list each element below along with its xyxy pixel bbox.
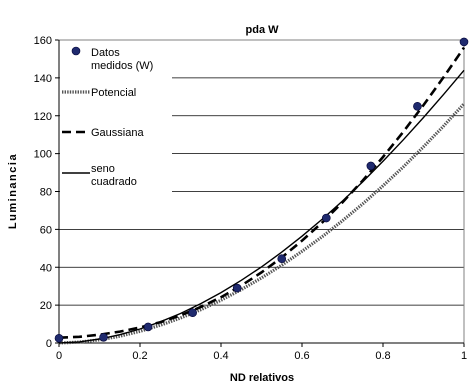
y-axis-label: Luminancia: [7, 153, 19, 229]
y-tick-label: 100: [34, 149, 52, 161]
axes: [55, 39, 465, 347]
y-tick-label: 120: [34, 111, 52, 123]
legend-label: cuadrado: [91, 176, 137, 188]
legend-label: Datos: [91, 47, 120, 59]
x-tick-label: 0: [56, 350, 62, 362]
y-tick-label: 60: [40, 224, 52, 236]
legend-label: medidos (W): [91, 60, 153, 72]
data-point: [321, 213, 331, 223]
series-layer: [54, 37, 469, 345]
y-tick-label: 0: [46, 338, 52, 350]
data-point: [99, 333, 108, 342]
legend-marker: [71, 46, 81, 56]
x-tick-label: 0.6: [294, 350, 309, 362]
data-point: [143, 322, 153, 332]
x-tick-label: 0.8: [375, 350, 390, 362]
data-point: [188, 308, 197, 318]
legend-label: Gaussiana: [91, 127, 144, 139]
y-tick-label: 80: [40, 187, 52, 199]
series-line-2: [58, 46, 466, 339]
chart-title: pda W: [246, 24, 280, 36]
data-point: [366, 161, 376, 171]
legend-label: Potencial: [91, 87, 136, 99]
data-point: [277, 254, 287, 264]
y-tick-label: 20: [40, 300, 52, 312]
y-tick-label: 160: [34, 35, 52, 47]
series-line-3: [58, 69, 465, 344]
y-tick-label: 140: [34, 73, 52, 85]
legend-box: [60, 41, 172, 193]
legend-label: seno: [91, 163, 115, 175]
data-point: [459, 37, 469, 47]
y-tick-label: 40: [40, 262, 52, 274]
tick-labels: 0 20 40 60 80 100 120 140 160 0 0.2 0.4 0.6 0.8 1: [34, 35, 467, 362]
x-tick-label: 1: [461, 350, 467, 362]
series-line-1: [58, 102, 466, 345]
x-axis-label: ND relativos: [230, 372, 294, 382]
data-point: [54, 333, 64, 343]
data-point: [413, 101, 422, 111]
x-tick-label: 0.4: [213, 350, 228, 362]
data-point: [232, 283, 242, 293]
x-tick-label: 0.2: [132, 350, 147, 362]
